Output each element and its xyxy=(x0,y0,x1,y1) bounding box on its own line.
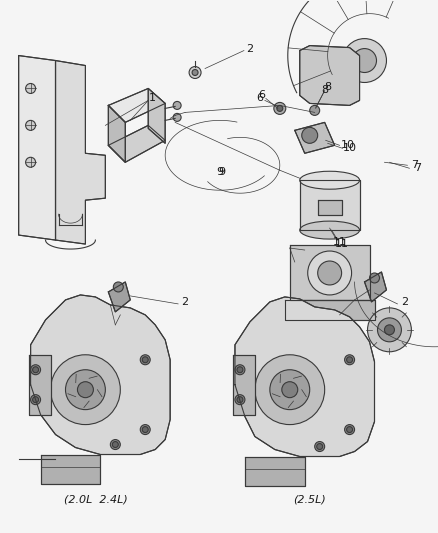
Circle shape xyxy=(234,394,244,405)
Circle shape xyxy=(25,157,35,167)
Polygon shape xyxy=(234,297,374,456)
Text: 9: 9 xyxy=(218,167,225,177)
Text: 1: 1 xyxy=(148,93,155,103)
Text: 8: 8 xyxy=(323,83,330,92)
Circle shape xyxy=(367,308,410,352)
Circle shape xyxy=(32,397,39,402)
Circle shape xyxy=(309,106,319,116)
Polygon shape xyxy=(55,61,105,244)
Circle shape xyxy=(317,261,341,285)
Circle shape xyxy=(377,318,400,342)
Polygon shape xyxy=(31,295,170,455)
Circle shape xyxy=(142,426,148,433)
Circle shape xyxy=(50,355,120,425)
Circle shape xyxy=(237,367,242,373)
Text: 10: 10 xyxy=(340,140,354,150)
Text: 11: 11 xyxy=(334,239,348,249)
Circle shape xyxy=(314,441,324,451)
Circle shape xyxy=(31,394,40,405)
Text: 11: 11 xyxy=(332,237,346,247)
Polygon shape xyxy=(289,245,369,300)
Polygon shape xyxy=(108,88,165,123)
Circle shape xyxy=(65,370,105,410)
Text: 7: 7 xyxy=(410,160,417,170)
Circle shape xyxy=(173,101,181,109)
Polygon shape xyxy=(108,282,130,312)
Polygon shape xyxy=(317,200,341,215)
Circle shape xyxy=(192,69,198,76)
Circle shape xyxy=(142,357,148,363)
Circle shape xyxy=(31,365,40,375)
Circle shape xyxy=(25,84,35,93)
Polygon shape xyxy=(299,180,359,230)
Circle shape xyxy=(32,367,39,373)
Circle shape xyxy=(113,282,123,292)
Circle shape xyxy=(269,370,309,410)
Circle shape xyxy=(276,106,282,111)
Polygon shape xyxy=(294,123,334,154)
Ellipse shape xyxy=(299,171,359,189)
Polygon shape xyxy=(233,355,254,415)
Polygon shape xyxy=(284,300,374,320)
Circle shape xyxy=(189,67,201,78)
Text: (2.0L  2.4L): (2.0L 2.4L) xyxy=(64,495,127,504)
Circle shape xyxy=(140,355,150,365)
Circle shape xyxy=(346,357,352,363)
Circle shape xyxy=(173,114,181,122)
Polygon shape xyxy=(40,455,100,484)
Circle shape xyxy=(112,441,118,448)
Polygon shape xyxy=(28,355,50,415)
Text: 6: 6 xyxy=(258,91,265,100)
Circle shape xyxy=(384,325,394,335)
Polygon shape xyxy=(299,46,359,106)
Text: 2: 2 xyxy=(181,297,188,307)
Ellipse shape xyxy=(299,221,359,239)
Polygon shape xyxy=(11,295,200,474)
Text: 2: 2 xyxy=(400,297,407,307)
Polygon shape xyxy=(18,55,55,240)
Polygon shape xyxy=(148,88,165,143)
Circle shape xyxy=(234,365,244,375)
Circle shape xyxy=(301,127,317,143)
Circle shape xyxy=(342,38,385,83)
Circle shape xyxy=(237,397,242,402)
Text: 2: 2 xyxy=(246,44,253,54)
Circle shape xyxy=(110,440,120,449)
Polygon shape xyxy=(364,272,385,302)
Text: 7: 7 xyxy=(413,163,420,173)
Circle shape xyxy=(25,120,35,131)
Circle shape xyxy=(77,382,93,398)
Circle shape xyxy=(369,273,378,283)
Text: (2.5L): (2.5L) xyxy=(293,495,325,504)
Polygon shape xyxy=(244,456,304,487)
Circle shape xyxy=(344,355,354,365)
Polygon shape xyxy=(108,125,165,162)
Polygon shape xyxy=(108,106,125,162)
Circle shape xyxy=(352,49,376,72)
Circle shape xyxy=(273,102,285,115)
Circle shape xyxy=(307,251,351,295)
Circle shape xyxy=(140,425,150,434)
Text: 10: 10 xyxy=(342,143,356,154)
Text: 9: 9 xyxy=(216,167,223,177)
Circle shape xyxy=(281,382,297,398)
Circle shape xyxy=(316,443,322,449)
Circle shape xyxy=(344,425,354,434)
Text: 6: 6 xyxy=(256,93,263,103)
Text: 8: 8 xyxy=(320,85,328,95)
Circle shape xyxy=(254,355,324,425)
Circle shape xyxy=(346,426,352,433)
